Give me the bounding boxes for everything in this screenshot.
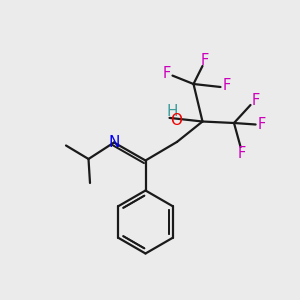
Text: H: H — [166, 104, 178, 119]
Text: F: F — [238, 146, 246, 161]
Text: F: F — [163, 66, 171, 81]
Text: N: N — [108, 135, 120, 150]
Text: F: F — [223, 78, 231, 93]
Text: F: F — [258, 117, 266, 132]
Text: F: F — [201, 53, 209, 68]
Text: O: O — [170, 113, 182, 128]
Text: F: F — [251, 93, 260, 108]
